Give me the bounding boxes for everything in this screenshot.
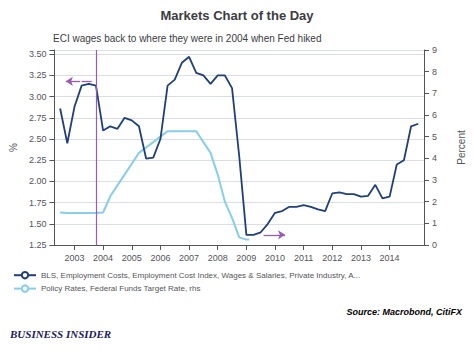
svg-text:1.25: 1.25 <box>29 240 47 250</box>
svg-text:2009: 2009 <box>236 253 256 263</box>
svg-text:%: % <box>8 143 19 152</box>
svg-text:3.50: 3.50 <box>29 49 47 59</box>
svg-text:Policy Rates, Federal Funds Ta: Policy Rates, Federal Funds Target Rate,… <box>41 284 200 293</box>
svg-text:4: 4 <box>432 153 437 163</box>
svg-text:2011: 2011 <box>294 253 313 263</box>
svg-text:2012: 2012 <box>322 253 342 263</box>
svg-text:8: 8 <box>432 67 437 77</box>
svg-text:3.25: 3.25 <box>29 70 47 80</box>
svg-text:9: 9 <box>432 45 437 55</box>
svg-text:7: 7 <box>432 88 437 98</box>
svg-text:3: 3 <box>432 175 437 185</box>
svg-text:BUSINESS INSIDER: BUSINESS INSIDER <box>9 328 111 340</box>
svg-text:2006: 2006 <box>150 253 170 263</box>
svg-text:3.00: 3.00 <box>29 92 47 102</box>
svg-text:2.50: 2.50 <box>29 134 47 144</box>
svg-text:Percent: Percent <box>456 130 467 165</box>
svg-text:1.50: 1.50 <box>29 219 47 229</box>
svg-text:0: 0 <box>432 240 437 250</box>
svg-text:1: 1 <box>432 218 437 228</box>
svg-text:Source: Macrobond, CitiFX: Source: Macrobond, CitiFX <box>346 307 463 317</box>
svg-text:2.25: 2.25 <box>29 155 47 165</box>
svg-text:5: 5 <box>432 132 437 142</box>
svg-text:2014: 2014 <box>380 253 400 263</box>
svg-text:1.75: 1.75 <box>29 198 47 208</box>
svg-text:2013: 2013 <box>351 253 371 263</box>
svg-text:2007: 2007 <box>179 253 199 263</box>
svg-text:2.00: 2.00 <box>29 176 47 186</box>
svg-text:2003: 2003 <box>64 253 84 263</box>
svg-text:2008: 2008 <box>208 253 228 263</box>
svg-text:2004: 2004 <box>93 253 113 263</box>
svg-text:Markets Chart of the Day: Markets Chart of the Day <box>160 8 314 23</box>
svg-text:ECI wages back to where they w: ECI wages back to where they were in 200… <box>53 33 322 44</box>
svg-text:BLS, Employment Costs, Employm: BLS, Employment Costs, Employment Cost I… <box>41 271 360 280</box>
svg-text:2005: 2005 <box>122 253 142 263</box>
svg-text:6: 6 <box>432 110 437 120</box>
svg-text:2.75: 2.75 <box>29 113 47 123</box>
svg-text:2010: 2010 <box>265 253 285 263</box>
svg-text:2: 2 <box>432 197 437 207</box>
